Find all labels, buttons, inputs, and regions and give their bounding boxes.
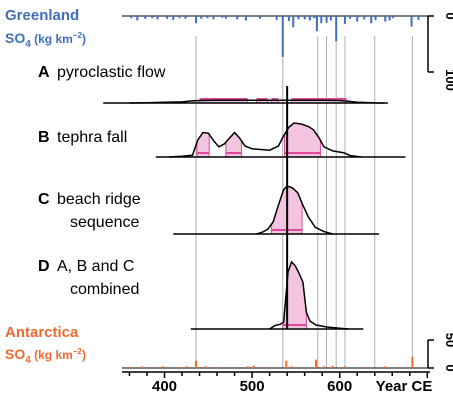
density-curve [269, 260, 349, 330]
density-curve [256, 185, 333, 235]
hpd-region [282, 262, 307, 329]
panel-description: combined [70, 281, 139, 298]
antarctica-title: Antarctica [5, 324, 79, 341]
density-curve [168, 122, 362, 158]
x-tick-label: 500 [240, 378, 265, 395]
greenland-unit-label: SO4 (kg km−2) [5, 30, 86, 50]
panel-letter: C [38, 191, 50, 208]
chart-labels: Greenland SO4 (kg km−2) Antarctica SO4 (kg … [5, 7, 86, 366]
panel-description: tephra fall [57, 129, 127, 146]
density-curve [129, 99, 384, 104]
panel-letter: A [38, 64, 50, 81]
hpd-region [284, 123, 321, 157]
greenland-title: Greenland [5, 7, 79, 24]
panel-description: pyroclastic flow [57, 64, 166, 81]
panel-letter: B [38, 129, 50, 146]
greenland-tick-label-0: 0 [443, 12, 453, 19]
panel-d: D A, B and C combined [38, 258, 364, 330]
x-axis: 400 500 600 Year CE [122, 371, 433, 395]
guide-lines [195, 36, 413, 368]
x-tick-label: 600 [327, 378, 352, 395]
antarctica-so4-series: 0 50 [122, 333, 453, 372]
panel-description: sequence [70, 214, 139, 231]
antarctica-tick-label-50: 50 [443, 333, 453, 347]
panel-description: beach ridge [57, 191, 141, 208]
panel-letter: D [38, 258, 50, 275]
antarctica-unit-label: SO4 (kg km−2) [5, 346, 86, 366]
greenland-so4-series: 0 100 [122, 12, 453, 91]
x-axis-label: Year CE [376, 378, 433, 395]
antarctica-tick-label-0: 0 [443, 364, 453, 371]
panel-description: A, B and C [57, 258, 134, 275]
x-tick-label: 400 [152, 378, 177, 395]
greenland-tick-label-100: 100 [443, 69, 453, 91]
hpd-region [196, 132, 210, 157]
